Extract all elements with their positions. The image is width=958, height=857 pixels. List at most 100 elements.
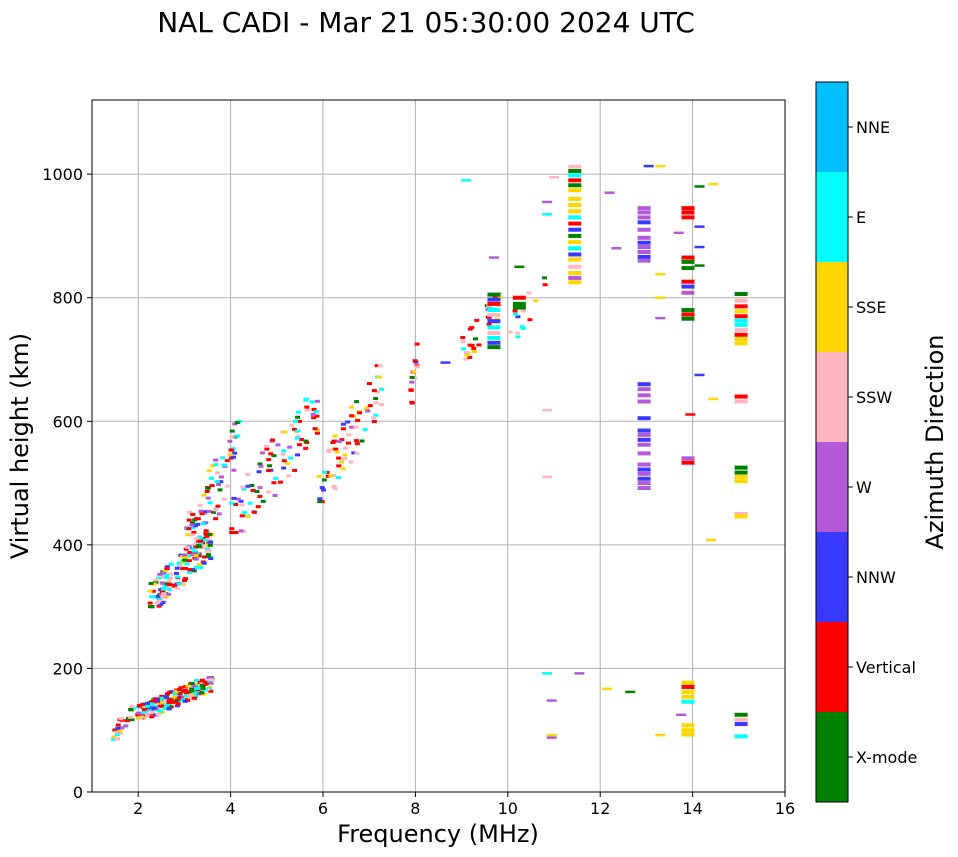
echo-point [156,599,162,603]
echo-point [199,691,205,695]
y-tick-label: 800 [52,289,83,308]
echo-point [123,724,129,728]
echo-point [229,429,235,433]
echo-point [282,430,288,434]
echo-point [331,439,337,443]
echo-point [294,436,300,440]
echo-point [189,687,195,691]
echo-point [149,704,155,708]
echo-point [281,466,287,470]
echo-point [207,532,213,536]
echo-point [469,326,475,330]
echo-point [280,452,286,456]
echo-point [292,468,298,472]
echo-point [124,719,130,723]
echo-point [331,474,337,478]
echo-point [238,499,244,503]
echo-point [487,313,501,318]
echo-point [180,567,186,571]
echo-point [233,502,239,506]
echo-point [681,279,695,284]
echo-point [681,316,695,321]
echo-point [147,589,153,593]
echo-point [734,314,748,319]
echo-point [655,272,666,276]
echo-point [191,684,197,688]
echo-point [233,531,239,534]
echo-point [494,317,500,321]
echo-point [602,687,613,691]
echo-point [637,416,651,421]
echo-point [150,713,156,717]
echo-point [184,562,190,566]
echo-point [186,527,192,531]
echo-point [150,699,156,703]
echo-point [734,322,748,327]
echo-point [166,592,172,596]
echo-point [154,601,160,605]
echo-point [186,570,192,574]
echo-point [264,444,270,448]
echo-point [202,512,208,516]
echo-point [187,568,193,572]
echo-point [487,292,501,297]
echo-point [464,353,470,357]
echo-point [655,164,666,168]
echo-point [681,699,695,704]
echo-point [240,485,246,489]
echo-point [206,469,212,473]
echo-point [135,713,141,717]
echo-point [147,601,153,605]
echo-point [183,547,189,551]
echo-point [487,325,501,330]
colorbar-tick-label: NNE [856,118,890,137]
echo-point [160,571,166,575]
echo-point [160,575,166,579]
echo-point [734,394,748,399]
echo-point [160,587,166,591]
echo-point [568,173,582,178]
echo-point [194,678,200,682]
echo-point [193,542,199,546]
echo-point [174,571,180,575]
echo-point [114,737,120,741]
echo-point [440,361,451,364]
echo-point [568,233,582,238]
echo-point [487,297,501,302]
echo-point [241,487,247,491]
echo-point [354,451,360,455]
echo-point [311,416,317,420]
echo-point [178,698,184,702]
echo-point [129,718,135,722]
echo-point [186,559,192,563]
echo-point [681,680,695,685]
echo-point [637,467,651,472]
echo-point [268,452,274,456]
echo-point [163,695,169,699]
echo-point [190,512,196,516]
y-tick-label: 400 [52,536,83,555]
echo-point [232,422,238,426]
echo-point [412,376,418,380]
echo-point [339,438,345,442]
echo-point [183,691,189,695]
echo-point [533,299,539,303]
echo-point [461,347,467,351]
y-tick-label: 1000 [42,165,83,184]
echo-point [734,318,748,323]
echo-point [568,209,582,214]
echo-point [207,501,213,505]
echo-point [637,245,651,250]
echo-point [172,584,178,588]
echo-point [292,419,298,423]
echo-point [205,550,211,554]
echo-point [221,497,227,501]
echo-point [568,178,582,183]
echo-point [234,421,240,425]
echo-point [542,475,553,479]
echo-point [195,687,201,691]
echo-point [148,581,154,585]
echo-point [170,700,176,704]
echo-point [154,578,160,582]
echo-point [164,565,170,569]
